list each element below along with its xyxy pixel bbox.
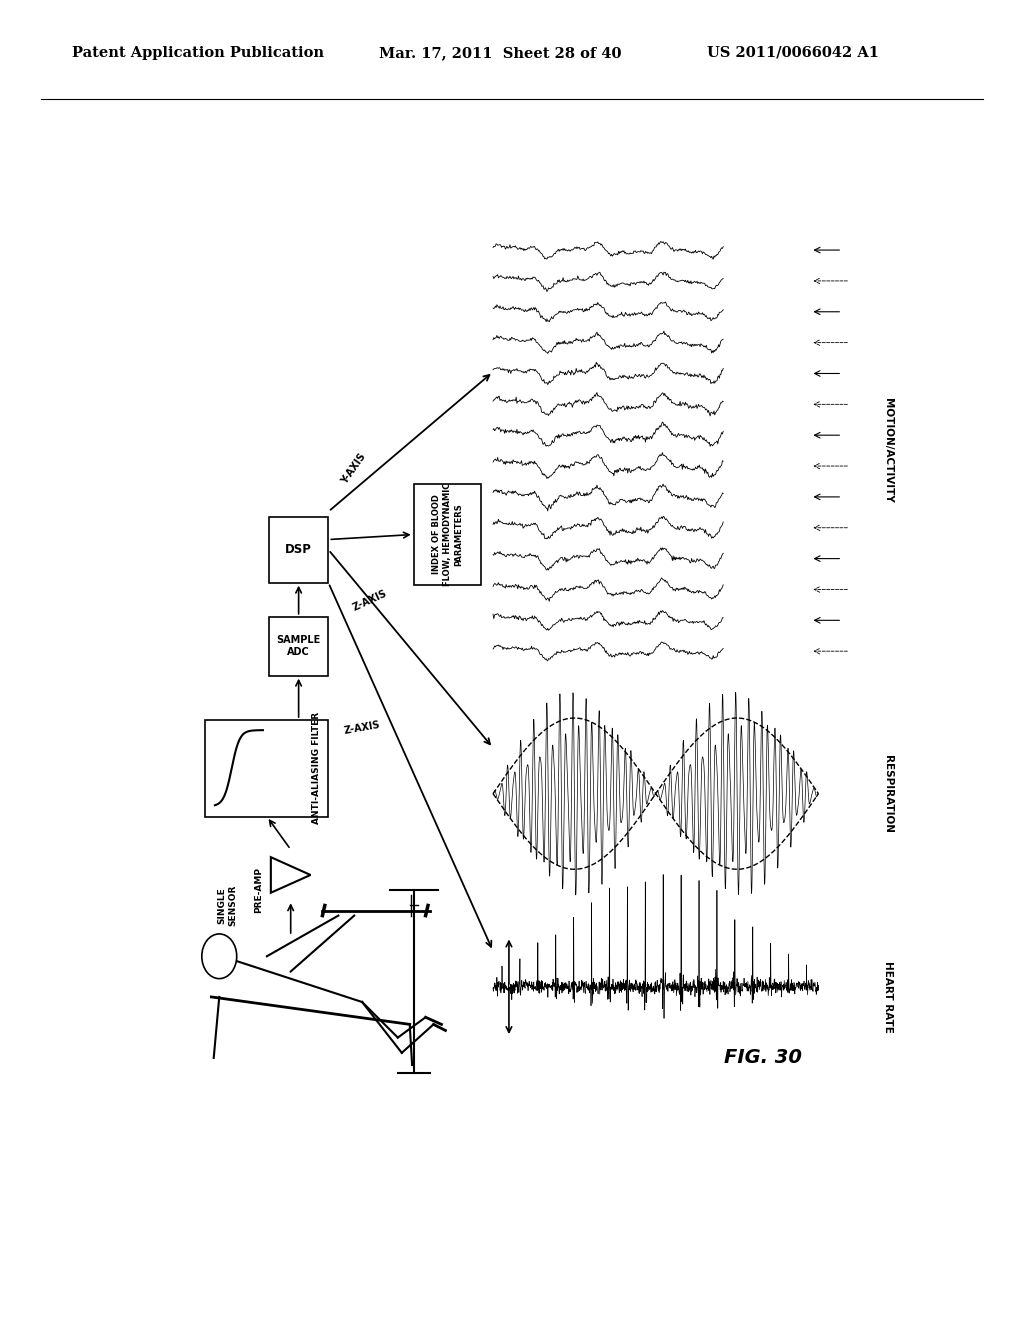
Text: SAMPLE
ADC: SAMPLE ADC [276, 635, 321, 657]
Text: MOTION/ACTIVITY: MOTION/ACTIVITY [884, 399, 893, 503]
Text: Mar. 17, 2011  Sheet 28 of 40: Mar. 17, 2011 Sheet 28 of 40 [379, 46, 622, 59]
Text: PRE-AMP: PRE-AMP [254, 867, 263, 913]
Text: INDEX OF BLOOD
FLOW, HEMODYNAMIC
PARAMETERS: INDEX OF BLOOD FLOW, HEMODYNAMIC PARAMET… [432, 483, 463, 586]
Text: Patent Application Publication: Patent Application Publication [72, 46, 324, 59]
Text: HEART RATE: HEART RATE [884, 961, 893, 1032]
FancyBboxPatch shape [206, 719, 329, 817]
FancyBboxPatch shape [269, 616, 329, 676]
Text: SINGLE
SENSOR: SINGLE SENSOR [217, 884, 237, 927]
Text: ANTI-ALIASING FILTER: ANTI-ALIASING FILTER [312, 713, 321, 824]
Text: Y-AXIS: Y-AXIS [340, 451, 369, 486]
FancyBboxPatch shape [269, 516, 329, 582]
Text: US 2011/0066042 A1: US 2011/0066042 A1 [707, 46, 879, 59]
Text: Z-AXIS: Z-AXIS [343, 719, 381, 735]
Text: Z-AXIS: Z-AXIS [351, 589, 389, 612]
Text: DSP: DSP [286, 544, 312, 556]
Text: RESPIRATION: RESPIRATION [884, 755, 893, 833]
FancyBboxPatch shape [414, 483, 481, 585]
Text: FIG. 30: FIG. 30 [724, 1048, 802, 1068]
